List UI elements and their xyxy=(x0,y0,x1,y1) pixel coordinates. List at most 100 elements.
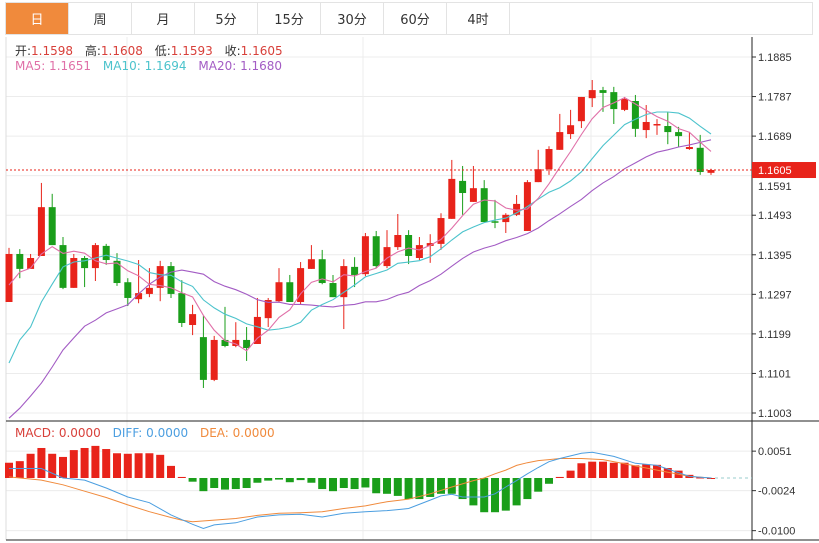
macd-bar xyxy=(534,478,543,492)
candle xyxy=(37,182,45,256)
candle xyxy=(275,268,283,303)
macd-bar xyxy=(555,476,564,478)
candle xyxy=(16,249,24,279)
candle xyxy=(415,237,423,261)
tab-6[interactable]: 60分 xyxy=(384,3,447,34)
candle-body xyxy=(243,339,251,349)
macd-bar xyxy=(253,478,262,483)
candle xyxy=(610,86,618,125)
tab-1[interactable]: 周 xyxy=(69,3,132,34)
tab-7[interactable]: 4时 xyxy=(447,3,510,34)
candle xyxy=(70,253,78,288)
candle xyxy=(189,304,197,336)
candle-body xyxy=(275,282,283,302)
candle-body xyxy=(459,180,467,194)
candle xyxy=(437,213,445,250)
candle-body xyxy=(91,245,99,269)
macd-bar xyxy=(663,467,672,478)
candle xyxy=(685,132,693,150)
candle xyxy=(577,96,585,129)
tab-3[interactable]: 5分 xyxy=(195,3,258,34)
candle xyxy=(5,247,13,303)
macd-bar xyxy=(156,454,165,478)
candle-body xyxy=(642,121,650,131)
ma10-value: MA10: 1.1694 xyxy=(102,59,187,73)
macd-bar xyxy=(642,464,651,478)
macd-bar xyxy=(242,478,251,489)
candle xyxy=(361,232,369,277)
macd-bar xyxy=(372,478,381,494)
price-tick-label: 1.1395 xyxy=(758,250,792,262)
candle xyxy=(480,180,488,223)
candle-body xyxy=(621,98,629,110)
macd-bar xyxy=(339,478,348,489)
candle-body xyxy=(297,268,305,303)
candle-body xyxy=(405,235,413,256)
candle xyxy=(675,126,683,148)
macd-bar xyxy=(609,462,618,478)
dea-value: DEA: 0.0000 xyxy=(199,426,275,440)
candle-body xyxy=(135,293,143,300)
candle-body xyxy=(124,282,132,298)
ma5-value: MA5: 1.1651 xyxy=(15,59,92,73)
macd-bar xyxy=(447,478,456,494)
candle-body xyxy=(178,293,186,323)
macd-bar xyxy=(26,453,35,478)
candle-body xyxy=(361,236,369,275)
candle-body xyxy=(448,178,456,219)
candle-body xyxy=(286,282,294,303)
candle xyxy=(329,274,337,298)
ma-info: MA5: 1.1651 MA10: 1.1694 MA20: 1.1680 xyxy=(15,59,290,73)
macd-bar xyxy=(264,478,273,481)
candle-body xyxy=(567,125,575,135)
candle-body xyxy=(16,253,24,269)
high-label: 高: xyxy=(84,44,101,58)
candle-body xyxy=(437,218,445,244)
candle xyxy=(459,165,467,215)
candle-body xyxy=(70,258,78,288)
candle xyxy=(307,245,315,269)
candle xyxy=(59,237,67,290)
tab-5[interactable]: 30分 xyxy=(321,3,384,34)
tab-4[interactable]: 15分 xyxy=(258,3,321,34)
macd-bar xyxy=(707,478,715,479)
tab-0[interactable]: 日 xyxy=(6,3,69,34)
macd-value: MACD: 0.0000 xyxy=(15,426,101,440)
candle xyxy=(534,149,542,183)
candle xyxy=(124,278,132,307)
price-tick-label: 1.1493 xyxy=(758,210,792,222)
macd-bar xyxy=(577,463,586,478)
candle xyxy=(502,213,510,233)
candle-body xyxy=(253,316,261,344)
candle xyxy=(102,243,110,265)
candle xyxy=(426,234,434,263)
close-label: 收: xyxy=(224,44,241,58)
macd-bar xyxy=(307,478,316,483)
tab-2[interactable]: 月 xyxy=(132,3,195,34)
macd-bar xyxy=(361,478,370,488)
candle xyxy=(588,80,596,108)
candle xyxy=(135,260,143,304)
macd-bar xyxy=(113,453,121,478)
price-tick-label: 1.1297 xyxy=(758,289,792,301)
candle xyxy=(372,230,380,269)
candle-body xyxy=(264,299,272,319)
candle xyxy=(167,262,175,298)
macd-bar xyxy=(588,461,597,478)
macd-bar xyxy=(296,478,305,481)
ma20-value: MA20: 1.1680 xyxy=(198,59,283,73)
macd-bar xyxy=(696,477,705,479)
candle-body xyxy=(577,96,585,122)
candle xyxy=(91,243,99,282)
macd-bar xyxy=(501,478,510,511)
macd-bar xyxy=(404,478,413,500)
candle-body xyxy=(513,203,521,215)
candle xyxy=(696,134,704,175)
macd-bar xyxy=(177,476,186,478)
candle-body xyxy=(610,92,618,110)
candle-body xyxy=(675,132,683,137)
candle xyxy=(556,113,564,150)
open-value: 1.1598 xyxy=(31,44,74,58)
candle-body xyxy=(469,188,477,202)
